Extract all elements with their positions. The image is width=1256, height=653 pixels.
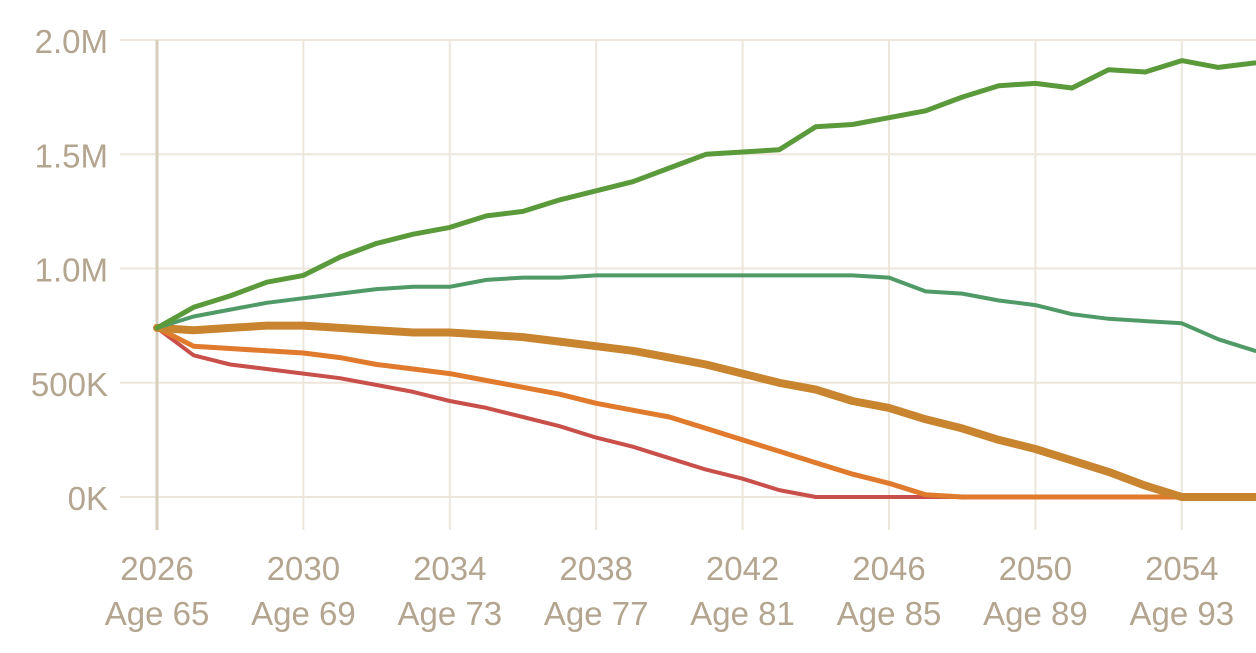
y-tick-labels: 0K 500K 1.0M 1.5M 2.0M bbox=[31, 23, 108, 517]
y-tick-label: 1.5M bbox=[35, 137, 108, 174]
series-line-2 bbox=[155, 273, 1256, 353]
x-tick-age-label: Age 69 bbox=[251, 595, 356, 632]
x-tick-age-label: Age 77 bbox=[544, 595, 649, 632]
y-tick-label: 1.0M bbox=[35, 252, 108, 289]
y-tick-label: 500K bbox=[31, 366, 108, 403]
x-tick-year-label: 2050 bbox=[999, 550, 1072, 587]
x-tick-year-label: 2034 bbox=[413, 550, 486, 587]
x-tick-age-label: Age 89 bbox=[983, 595, 1088, 632]
series-line-3 bbox=[153, 321, 1256, 501]
x-tick-age-label: Age 81 bbox=[690, 595, 795, 632]
series-line-1 bbox=[154, 58, 1256, 331]
x-tick-year-label: 2038 bbox=[559, 550, 632, 587]
x-tick-year-label: 2030 bbox=[267, 550, 340, 587]
x-tick-year-label: 2026 bbox=[120, 550, 193, 587]
x-tick-age-label: Age 73 bbox=[398, 595, 503, 632]
x-tick-age-label: Age 85 bbox=[837, 595, 942, 632]
x-tick-age-label: Age 65 bbox=[105, 595, 210, 632]
x-tick-year-label: 2046 bbox=[852, 550, 925, 587]
series-line-4 bbox=[154, 325, 1256, 500]
gridlines bbox=[120, 39, 1256, 530]
x-tick-labels: 2026 Age 65 2030 Age 69 2034 Age 73 2038 Age 77… bbox=[105, 550, 1234, 632]
series-lines bbox=[153, 58, 1256, 501]
y-tick-label: 2.0M bbox=[35, 23, 108, 60]
y-tick-label: 0K bbox=[68, 480, 108, 517]
x-tick-year-label: 2054 bbox=[1145, 550, 1218, 587]
x-tick-year-label: 2042 bbox=[706, 550, 779, 587]
x-tick-age-label: Age 93 bbox=[1130, 595, 1235, 632]
